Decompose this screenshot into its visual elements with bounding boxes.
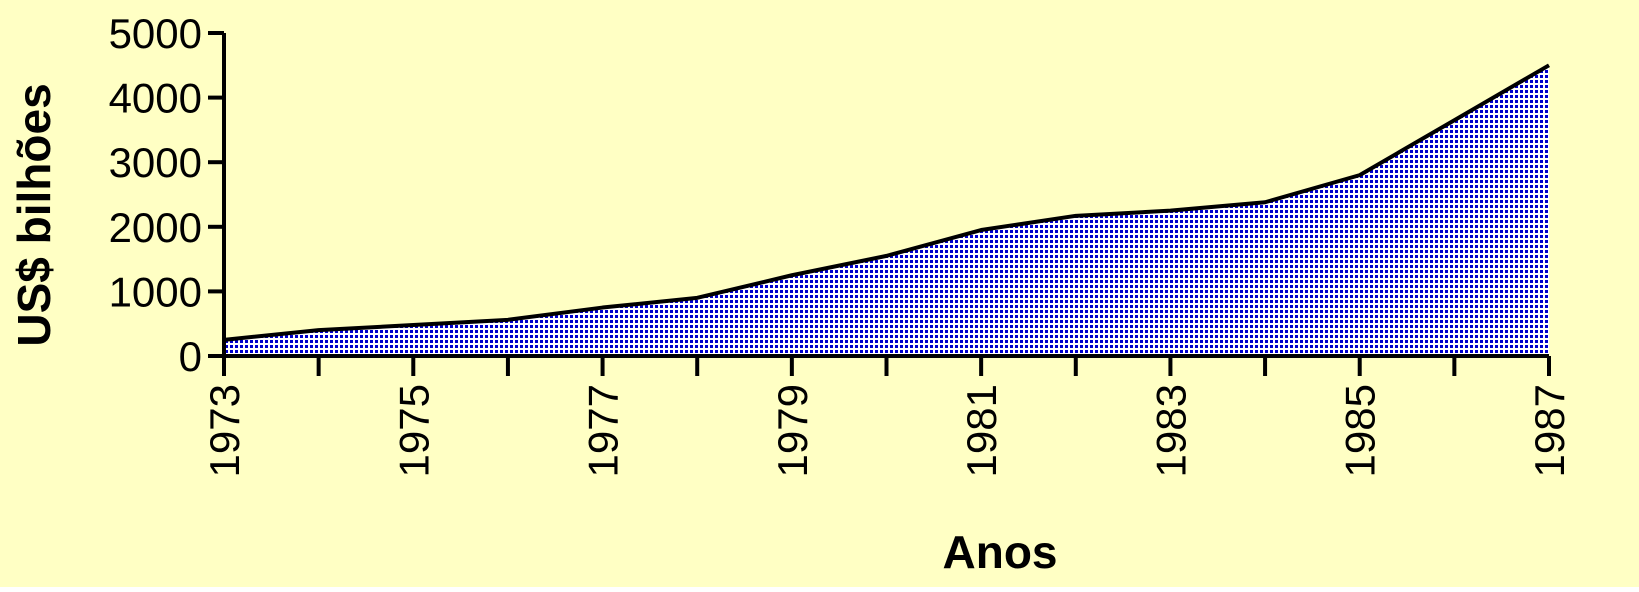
y-tick-label: 2000	[109, 204, 202, 251]
y-tick-label: 3000	[109, 139, 202, 186]
x-tick-label: 1979	[769, 384, 816, 477]
area	[224, 65, 1549, 357]
x-tick-label: 1973	[201, 384, 248, 477]
y-tick-label: 4000	[109, 75, 202, 122]
x-tick-label: 1975	[390, 384, 437, 477]
y-tick-label: 1000	[109, 268, 202, 315]
x-tick-label: 1981	[958, 384, 1005, 477]
x-axis-label: Anos	[943, 526, 1058, 578]
x-tick-label: 1987	[1526, 384, 1573, 477]
x-tick-label: 1985	[1337, 384, 1384, 477]
x-tick-label: 1977	[580, 384, 627, 477]
y-tick-label: 0	[179, 333, 202, 380]
line	[223, 63, 1551, 342]
y-tick-label: 5000	[109, 10, 202, 57]
x-tick-label: 1983	[1147, 384, 1194, 477]
y-axis-label: US$ bilhões	[8, 83, 60, 346]
